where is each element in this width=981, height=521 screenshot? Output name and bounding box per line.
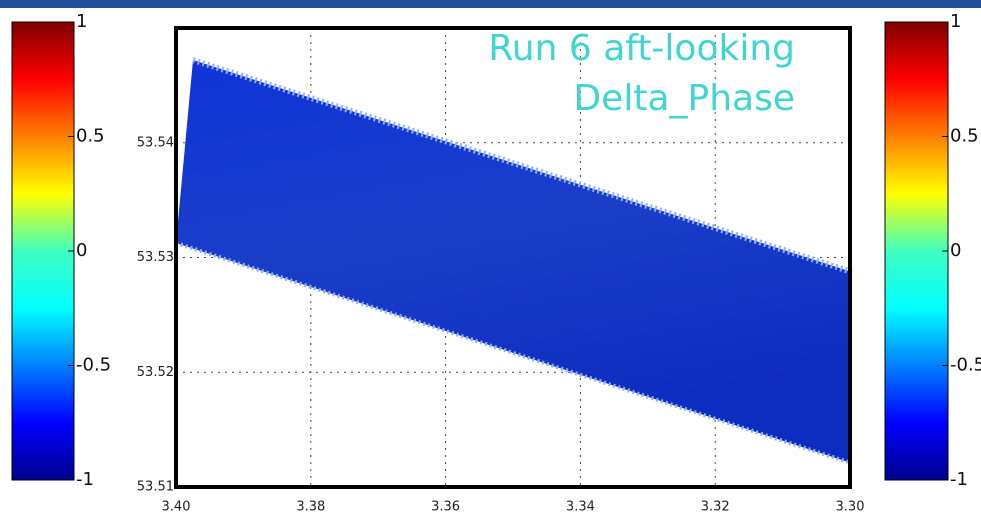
colorbar-tick-label: -0.5 [950, 355, 981, 376]
y-tick-label: 53.51 [137, 480, 174, 495]
x-tick-label: 3.36 [431, 500, 460, 515]
y-tick-label: 53.53 [137, 250, 174, 265]
plot-frame [174, 26, 852, 489]
colorbar-tick-label: 1 [950, 11, 961, 32]
x-tick-label: 3.32 [701, 500, 730, 515]
x-tick-label: 3.40 [162, 500, 191, 515]
colorbar-tick-label: -0.5 [76, 355, 111, 376]
x-tick-label: 3.30 [836, 500, 865, 515]
colorbar-tick-label: 0 [76, 240, 87, 261]
title-line: Run 6 aft-looking [488, 28, 795, 69]
x-tick-label: 3.38 [296, 500, 325, 515]
colorbar-tick-label: 1 [76, 11, 87, 32]
colorbar-tick-label: 0.5 [950, 126, 979, 147]
colorbar-tick-label: -1 [950, 469, 968, 490]
colorbar [884, 21, 949, 481]
colorbar-tick-label: -1 [76, 469, 94, 490]
x-tick-label: 3.34 [566, 500, 595, 515]
y-tick-label: 53.54 [137, 135, 174, 150]
swath-image [176, 60, 852, 462]
title-line: Delta_Phase [573, 78, 795, 119]
header-strip [0, 0, 981, 8]
y-tick-label: 53.52 [137, 365, 174, 380]
swath-edge [192, 57, 853, 275]
colorbar-tick-label: 0 [950, 240, 961, 261]
colorbar-tick-label: 0.5 [76, 126, 105, 147]
colorbar [11, 21, 75, 481]
